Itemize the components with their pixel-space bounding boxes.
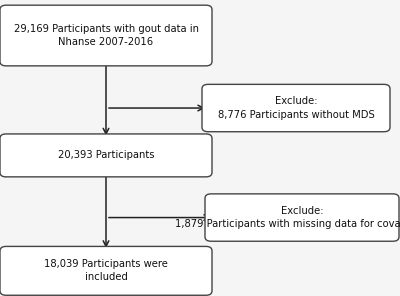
Text: 18,039 Participants were
included: 18,039 Participants were included [44, 259, 168, 282]
Text: Exclude:
1,879 Participants with missing data for covariates: Exclude: 1,879 Participants with missing… [175, 206, 400, 229]
FancyBboxPatch shape [205, 194, 399, 241]
FancyBboxPatch shape [0, 246, 212, 295]
FancyBboxPatch shape [202, 84, 390, 132]
FancyBboxPatch shape [0, 134, 212, 177]
Text: 29,169 Participants with gout data in
Nhanse 2007-2016: 29,169 Participants with gout data in Nh… [14, 24, 198, 47]
Text: Exclude:
8,776 Participants without MDS: Exclude: 8,776 Participants without MDS [218, 96, 374, 120]
Text: 20,393 Participants: 20,393 Participants [58, 150, 154, 160]
FancyBboxPatch shape [0, 5, 212, 66]
